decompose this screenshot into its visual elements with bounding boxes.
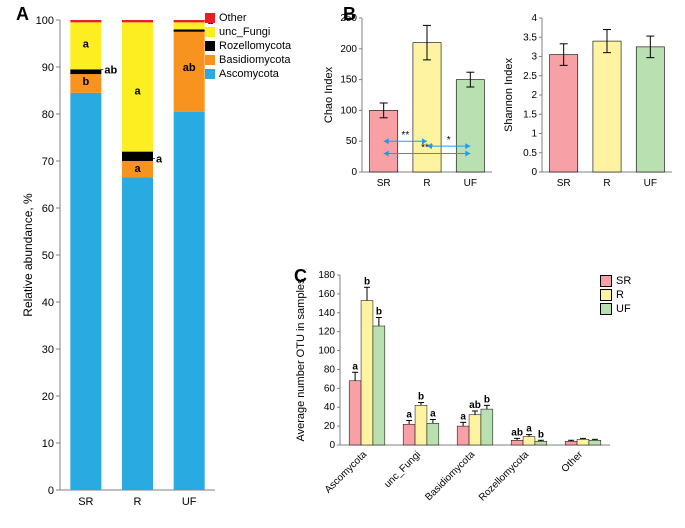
svg-text:150: 150	[340, 75, 357, 86]
svg-text:a: a	[352, 361, 358, 372]
svg-text:160: 160	[318, 289, 335, 300]
svg-text:b: b	[364, 276, 370, 287]
svg-text:0: 0	[531, 167, 537, 178]
svg-text:Average number OTU in samples: Average number OTU in samples	[295, 278, 307, 442]
svg-text:SR: SR	[78, 496, 93, 508]
svg-text:a: a	[134, 163, 141, 175]
svg-text:Ascomycota: Ascomycota	[323, 449, 370, 496]
svg-text:b: b	[376, 307, 382, 318]
svg-text:a: a	[156, 154, 163, 166]
svg-text:SR: SR	[377, 178, 391, 189]
svg-text:180: 180	[318, 270, 335, 281]
svg-text:0: 0	[351, 167, 357, 178]
svg-text:Basidiomycota: Basidiomycota	[423, 449, 477, 503]
panel-c-legend: SR R UF	[600, 275, 631, 317]
legend-item: SR	[600, 275, 631, 287]
svg-text:*: *	[447, 135, 451, 146]
svg-text:b: b	[418, 392, 424, 403]
panel-c-chart: 0 20 40 60 80 100 120 140 160 180 Average number O…	[290, 260, 620, 525]
svg-text:60: 60	[324, 383, 336, 394]
svg-text:20: 20	[42, 391, 54, 403]
svg-text:Relative abundance, %: Relative abundance, %	[21, 193, 35, 317]
svg-text:b: b	[538, 429, 544, 440]
svg-text:40: 40	[324, 402, 336, 413]
svg-text:100: 100	[318, 346, 335, 357]
legend-item: Ascomycota	[205, 68, 291, 80]
svg-text:2.5: 2.5	[523, 71, 537, 82]
svg-text:20: 20	[324, 421, 336, 432]
svg-text:b: b	[484, 394, 490, 405]
svg-text:100: 100	[36, 15, 54, 27]
svg-text:Rozellomycota: Rozellomycota	[477, 449, 531, 503]
svg-text:a: a	[134, 86, 141, 98]
svg-text:120: 120	[318, 327, 335, 338]
svg-text:R: R	[423, 178, 430, 189]
svg-text:a: a	[460, 411, 466, 422]
svg-text:0.5: 0.5	[523, 148, 537, 159]
svg-text:50: 50	[346, 136, 358, 147]
svg-text:200: 200	[340, 44, 357, 55]
svg-text:a: a	[526, 424, 532, 435]
svg-text:ab: ab	[511, 427, 523, 438]
panel-b-chao-chart: 050100150200250Chao IndexSRRUF******	[320, 10, 500, 200]
svg-text:UF: UF	[644, 178, 657, 189]
legend-item: Rozellomycota	[205, 40, 291, 52]
svg-text:2: 2	[531, 90, 537, 101]
svg-text:ab: ab	[104, 64, 117, 76]
svg-text:ab: ab	[469, 400, 481, 411]
svg-text:R: R	[603, 178, 610, 189]
svg-text:30: 30	[42, 344, 54, 356]
svg-text:90: 90	[42, 62, 54, 74]
panel-a-legend: Other unc_Fungi Rozellomycota Basidiomycota…	[205, 12, 291, 82]
legend-item: Other	[205, 12, 291, 24]
figure: A B C 0102030405060708090100Relative abu…	[0, 0, 685, 528]
svg-text:R: R	[134, 496, 142, 508]
svg-text:50: 50	[42, 250, 54, 262]
svg-text:80: 80	[324, 364, 336, 375]
svg-text:4: 4	[531, 13, 537, 24]
svg-text:60: 60	[42, 203, 54, 215]
svg-text:10: 10	[42, 438, 54, 450]
svg-text:Other: Other	[560, 449, 586, 475]
svg-text:80: 80	[42, 109, 54, 121]
svg-text:1.5: 1.5	[523, 109, 537, 120]
svg-text:UF: UF	[464, 178, 477, 189]
svg-text:a: a	[83, 39, 90, 51]
panel-a-chart: 0 10 20 30 40 50 60 70 80 90 100 Relative abundance…	[20, 10, 225, 520]
svg-text:1: 1	[531, 129, 537, 140]
svg-text:3: 3	[531, 52, 537, 63]
svg-text:140: 140	[318, 308, 335, 319]
svg-text:**: **	[401, 130, 409, 141]
svg-text:unc_Fungi: unc_Fungi	[382, 449, 423, 490]
svg-text:a: a	[406, 409, 412, 420]
legend-item: R	[600, 289, 631, 301]
svg-text:SR: SR	[557, 178, 571, 189]
svg-text:UF: UF	[182, 496, 197, 508]
svg-text:100: 100	[340, 105, 357, 116]
panel-b-shannon-chart: 0 0.5 1 1.5 2 2.5 3 3.5 4 Shannon Index SR R UF	[500, 10, 680, 200]
svg-text:250: 250	[340, 13, 357, 24]
svg-text:Shannon Index: Shannon Index	[503, 57, 515, 132]
svg-text:0: 0	[329, 440, 335, 451]
svg-text:40: 40	[42, 297, 54, 309]
svg-text:3.5: 3.5	[523, 32, 537, 43]
svg-text:70: 70	[42, 156, 54, 168]
legend-item: unc_Fungi	[205, 26, 291, 38]
legend-item: Basidiomycota	[205, 54, 291, 66]
svg-text:Chao Index: Chao Index	[323, 66, 335, 123]
svg-text:b: b	[82, 76, 89, 88]
svg-text:a: a	[430, 409, 436, 420]
svg-text:0: 0	[48, 485, 54, 497]
svg-text:ab: ab	[183, 62, 196, 74]
legend-item: UF	[600, 303, 631, 315]
